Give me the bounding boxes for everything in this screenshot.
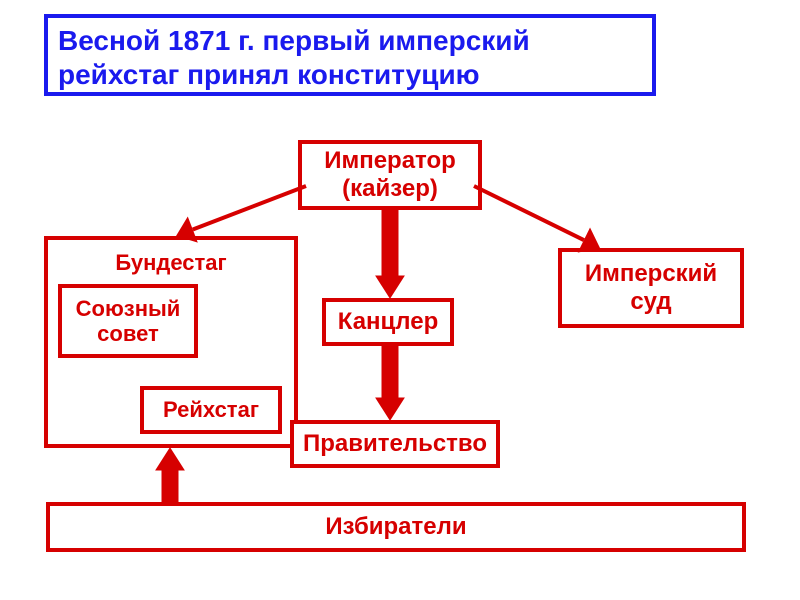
voters-node: Избиратели — [46, 502, 746, 552]
reichstag-node: Рейхстаг — [140, 386, 282, 434]
bundestag-label: Бундестаг — [48, 250, 294, 276]
emperor-label: Император (кайзер) — [324, 147, 456, 202]
government-node: Правительство — [290, 420, 500, 468]
emperor-node: Император (кайзер) — [298, 140, 482, 210]
court-label: Имперский суд — [585, 260, 717, 315]
union-council-label: Союзный совет — [76, 296, 181, 347]
chancellor-label: Канцлер — [338, 308, 438, 336]
court-node: Имперский суд — [558, 248, 744, 328]
title-box: Весной 1871 г. первый имперский рейхстаг… — [44, 14, 656, 96]
voters-label: Избиратели — [325, 513, 466, 541]
reichstag-label: Рейхстаг — [163, 397, 259, 422]
chancellor-node: Канцлер — [322, 298, 454, 346]
title-text: Весной 1871 г. первый имперский рейхстаг… — [58, 25, 530, 90]
government-label: Правительство — [303, 430, 487, 458]
union-council-node: Союзный совет — [58, 284, 198, 358]
